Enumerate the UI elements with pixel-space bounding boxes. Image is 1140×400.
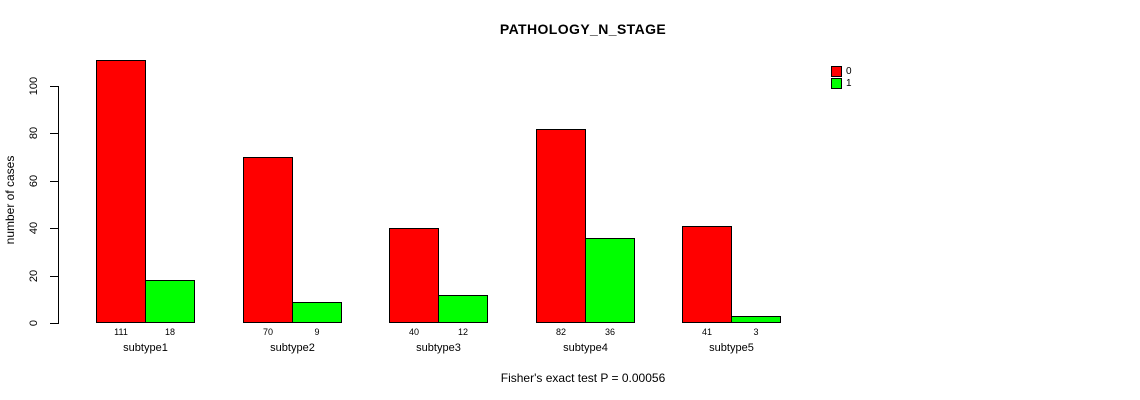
y-tick-mark — [50, 86, 58, 87]
bar-subtype2-series-0 — [243, 157, 293, 323]
y-tick-label: 60 — [28, 174, 40, 188]
y-tick-mark — [50, 276, 58, 277]
legend-item-0: 0 — [831, 66, 852, 77]
legend: 0 1 — [831, 66, 852, 90]
bar-subtype3-series-1 — [438, 295, 488, 323]
y-tick-label: 20 — [28, 269, 40, 283]
legend-label-1: 1 — [846, 78, 852, 89]
bar-count-label: 70 — [262, 327, 273, 337]
x-category-label: subtype5 — [709, 342, 754, 354]
legend-item-1: 1 — [831, 78, 852, 89]
y-tick-label: 100 — [28, 76, 40, 96]
y-tick-mark — [50, 323, 58, 324]
bar-count-label: 3 — [753, 327, 759, 337]
x-category-label: subtype4 — [563, 342, 608, 354]
bar-count-label: 41 — [701, 327, 712, 337]
x-category-label: subtype2 — [270, 342, 315, 354]
bar-count-label: 9 — [314, 327, 320, 337]
y-tick-label: 0 — [28, 319, 40, 327]
bar-subtype2-series-1 — [292, 302, 342, 323]
bar-count-label: 36 — [604, 327, 615, 337]
bar-subtype5-series-0 — [682, 226, 732, 323]
y-tick-label: 40 — [28, 221, 40, 235]
bar-subtype1-series-0 — [96, 60, 146, 323]
y-tick-mark — [50, 181, 58, 182]
y-axis-line — [58, 86, 59, 324]
y-tick-mark — [50, 133, 58, 134]
bar-subtype1-series-1 — [145, 280, 195, 323]
bar-subtype5-series-1 — [731, 316, 781, 323]
legend-swatch-green — [831, 78, 842, 89]
y-axis-title: number of cases — [3, 155, 17, 245]
bar-count-label: 40 — [408, 327, 419, 337]
bar-subtype4-series-1 — [585, 238, 635, 323]
legend-label-0: 0 — [846, 66, 852, 77]
x-category-label: subtype3 — [416, 342, 461, 354]
legend-swatch-red — [831, 66, 842, 77]
bar-subtype4-series-0 — [536, 129, 586, 323]
y-tick-mark — [50, 228, 58, 229]
bar-count-label: 111 — [114, 327, 128, 337]
bar-subtype3-series-0 — [389, 228, 439, 323]
bar-count-label: 18 — [164, 327, 175, 337]
chart-title: PATHOLOGY_N_STAGE — [499, 21, 667, 37]
pvalue-caption: Fisher's exact test P = 0.00056 — [500, 371, 666, 385]
bar-count-label: 12 — [457, 327, 468, 337]
x-category-label: subtype1 — [123, 342, 168, 354]
bar-count-label: 82 — [555, 327, 566, 337]
y-tick-label: 80 — [28, 126, 40, 140]
